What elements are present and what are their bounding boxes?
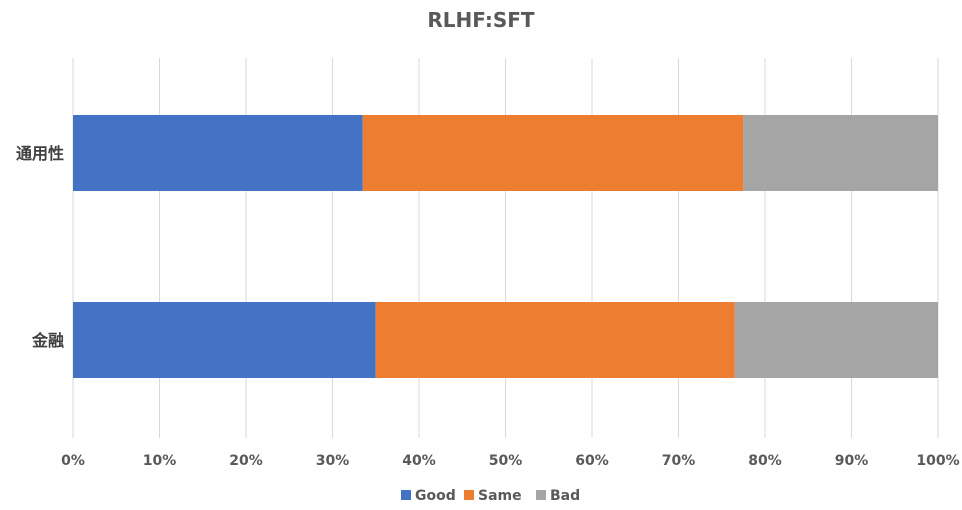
x-tick-label: 10% — [143, 453, 177, 469]
x-tick-label: 70% — [662, 453, 696, 469]
x-tick-label: 20% — [229, 453, 263, 469]
x-tick-label: 50% — [489, 453, 523, 469]
x-tick-label: 60% — [575, 453, 609, 469]
x-tick-label: 100% — [916, 453, 959, 469]
bar-segment-bad — [743, 115, 938, 191]
bar-segment-good — [73, 302, 376, 378]
category-label: 金融 — [31, 331, 64, 350]
legend-swatch-same — [464, 490, 474, 500]
bar-segment-same — [362, 115, 744, 191]
legend-label-good: Good — [415, 488, 456, 504]
bar-segment-same — [375, 302, 735, 378]
legend-swatch-good — [401, 490, 411, 500]
bar-segment-bad — [734, 302, 938, 378]
bars — [73, 115, 938, 378]
x-tick-label: 80% — [748, 453, 782, 469]
legend-label-same: Same — [478, 488, 522, 504]
x-tick-label: 0% — [61, 453, 85, 469]
legend: Good Same Bad — [401, 488, 580, 504]
x-tick-label: 30% — [316, 453, 350, 469]
category-label: 通用性 — [16, 144, 64, 163]
x-tick-label: 40% — [402, 453, 436, 469]
legend-swatch-bad — [536, 490, 546, 500]
x-axis-tick-labels: 0% 10% 20% 30% 40% 50% 60% 70% 80% 90% 100% — [61, 453, 960, 469]
legend-label-bad: Bad — [550, 488, 580, 504]
chart-title: RLHF:SFT — [427, 8, 535, 32]
x-tick-label: 90% — [835, 453, 869, 469]
bar-segment-good — [73, 115, 363, 191]
